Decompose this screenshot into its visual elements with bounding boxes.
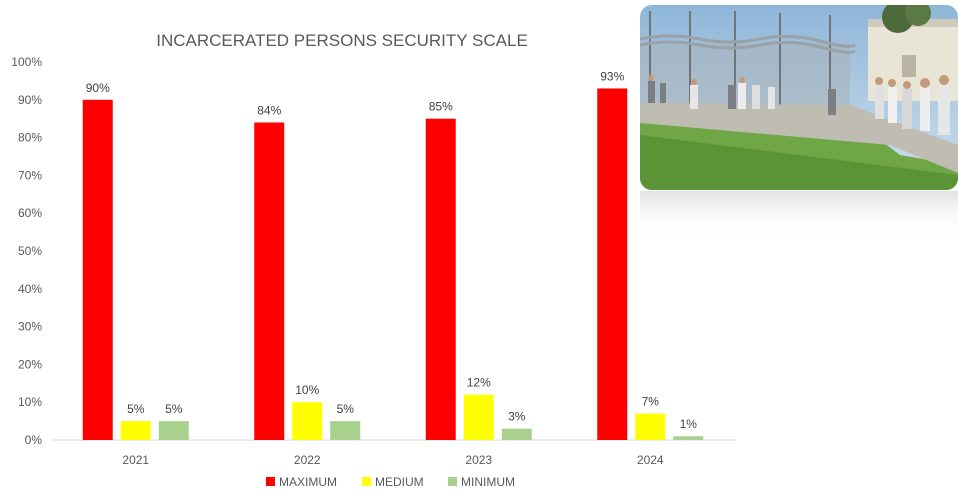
y-tick-label: 100% <box>11 55 42 69</box>
legend-swatch-minimum <box>448 477 457 486</box>
x-axis: 2021 2022 2023 2024 <box>122 453 664 467</box>
data-label: 12% <box>467 376 491 390</box>
y-tick-label: 90% <box>18 93 42 107</box>
data-label: 5% <box>337 402 355 416</box>
x-tick-label: 2021 <box>122 453 149 467</box>
chart-title: INCARCERATED PERSONS SECURITY SCALE <box>156 31 528 50</box>
x-tick-label: 2024 <box>637 453 664 467</box>
y-tick-label: 30% <box>18 320 42 334</box>
legend-swatch-medium <box>362 477 371 486</box>
x-tick-label: 2023 <box>465 453 492 467</box>
bar-minimum-2024 <box>673 436 704 440</box>
data-label: 5% <box>127 402 145 416</box>
y-axis: 0% 10% 20% 30% 40% 50% 60% 70% 80% 90% 100% <box>11 55 42 447</box>
legend: MAXIMUM MEDIUM MINIMUM <box>266 475 515 489</box>
y-tick-label: 10% <box>18 395 42 409</box>
data-label: 3% <box>508 410 526 424</box>
bar-medium-2024 <box>635 413 666 440</box>
bar-maximum-2023 <box>425 118 456 440</box>
y-tick-label: 70% <box>18 168 42 182</box>
bar-minimum-2022 <box>330 421 361 440</box>
data-label: 90% <box>86 81 110 95</box>
data-label: 93% <box>600 69 624 83</box>
bars: 90% 5% 5% 84% 10% 5% 85% 12% 3% 93% 7% 1% <box>82 69 704 441</box>
legend-label-medium: MEDIUM <box>375 475 424 489</box>
data-label: 7% <box>642 395 660 409</box>
y-tick-label: 40% <box>18 282 42 296</box>
bar-minimum-2021 <box>158 421 189 440</box>
prison-yard-photo <box>640 5 958 240</box>
y-tick-label: 50% <box>18 244 42 258</box>
y-tick-label: 60% <box>18 206 42 220</box>
y-tick-label: 80% <box>18 131 42 145</box>
bar-maximum-2024 <box>597 88 628 441</box>
legend-label-minimum: MINIMUM <box>461 475 515 489</box>
data-label: 85% <box>429 100 453 114</box>
data-label: 84% <box>257 103 281 117</box>
y-tick-label: 0% <box>25 433 43 447</box>
bar-maximum-2021 <box>82 99 113 441</box>
bar-medium-2022 <box>292 402 323 440</box>
bar-minimum-2023 <box>501 428 532 440</box>
legend-label-maximum: MAXIMUM <box>279 475 337 489</box>
bar-medium-2023 <box>463 394 494 440</box>
data-label: 10% <box>295 383 319 397</box>
y-tick-label: 20% <box>18 357 42 371</box>
bar-medium-2021 <box>120 421 151 440</box>
x-tick-label: 2022 <box>294 453 321 467</box>
legend-swatch-maximum <box>266 477 275 486</box>
data-label: 1% <box>680 417 698 431</box>
bar-maximum-2022 <box>254 122 285 440</box>
data-label: 5% <box>165 402 183 416</box>
